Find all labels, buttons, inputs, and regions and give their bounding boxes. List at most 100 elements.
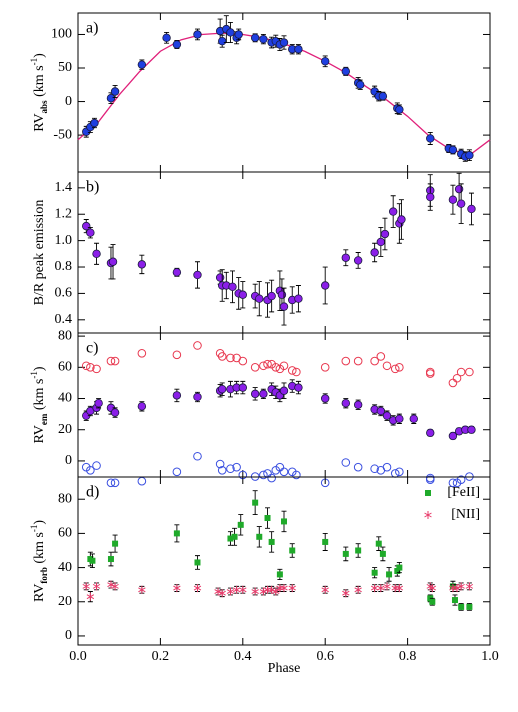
point xyxy=(259,470,268,480)
point xyxy=(409,414,418,424)
y-axis-label-part: -1 xyxy=(29,371,39,379)
point xyxy=(425,369,435,378)
point xyxy=(232,462,241,472)
point xyxy=(250,363,260,372)
y-axis-label-part: -1 xyxy=(29,58,39,66)
point xyxy=(218,589,226,598)
point xyxy=(322,538,329,545)
point xyxy=(82,582,90,591)
point xyxy=(232,585,241,594)
y-tick-label: 80 xyxy=(58,328,72,343)
point xyxy=(456,367,466,377)
y-tick-label: 60 xyxy=(58,526,72,541)
point xyxy=(162,33,171,43)
point xyxy=(281,518,287,525)
point xyxy=(237,521,244,528)
point xyxy=(279,38,289,47)
point xyxy=(172,350,182,360)
point xyxy=(238,290,247,299)
y-tick-label: 80 xyxy=(58,491,72,506)
point xyxy=(193,270,202,280)
point xyxy=(425,490,431,496)
point xyxy=(465,582,474,591)
point xyxy=(82,221,91,231)
panel-label: a) xyxy=(86,20,98,37)
point xyxy=(238,356,248,366)
point xyxy=(353,400,363,409)
y-tick-label: 0.4 xyxy=(55,312,73,327)
series xyxy=(87,490,473,611)
point xyxy=(137,348,147,358)
point xyxy=(193,30,202,39)
x-tick-label: 0.6 xyxy=(316,649,334,664)
point xyxy=(391,584,399,593)
legend-label: [FeII] xyxy=(447,485,480,500)
point xyxy=(370,464,379,474)
point xyxy=(376,237,386,247)
y-axis-label-part: ) xyxy=(32,53,47,58)
y-axis-label-part: em xyxy=(39,413,49,425)
y-axis-label-part: RV xyxy=(32,113,47,131)
point xyxy=(173,530,180,537)
x-tick-label: 0.4 xyxy=(234,649,252,664)
point xyxy=(379,550,386,557)
y-tick-label: 40 xyxy=(58,391,72,406)
point xyxy=(452,373,462,383)
point xyxy=(89,557,96,564)
y-axis-label-part: ) xyxy=(32,366,47,371)
point xyxy=(255,294,264,303)
point xyxy=(395,363,404,372)
y-tick-label: 1.2 xyxy=(55,206,73,221)
point xyxy=(106,478,116,488)
y-axis-label-part: abs xyxy=(39,100,49,114)
point xyxy=(428,584,437,593)
point xyxy=(294,294,303,303)
point xyxy=(425,475,435,484)
point xyxy=(466,603,473,610)
point xyxy=(353,462,363,472)
y-tick-label: 20 xyxy=(58,594,72,609)
point xyxy=(321,585,329,594)
point xyxy=(172,391,182,400)
point xyxy=(86,228,95,237)
point xyxy=(228,282,237,292)
point xyxy=(386,571,393,578)
point xyxy=(138,585,146,594)
point xyxy=(112,540,119,547)
point xyxy=(92,461,101,470)
point xyxy=(268,538,275,545)
point xyxy=(426,134,435,143)
y-axis-label: RVabs (km s-1) xyxy=(29,53,49,132)
point xyxy=(259,361,268,371)
point xyxy=(110,478,120,488)
x-tick-label: 0.2 xyxy=(152,649,170,664)
point xyxy=(86,363,95,372)
point xyxy=(448,195,458,204)
point xyxy=(395,467,404,477)
point xyxy=(106,94,116,103)
point xyxy=(264,515,271,522)
point xyxy=(356,80,365,89)
point xyxy=(454,184,464,194)
point xyxy=(371,569,378,576)
point xyxy=(226,353,235,363)
point xyxy=(456,199,466,208)
x-axis-label: Phase xyxy=(268,661,301,676)
panel-frame xyxy=(77,476,491,646)
point xyxy=(193,392,202,402)
point xyxy=(380,229,390,239)
point xyxy=(394,567,401,574)
point xyxy=(448,431,458,441)
point xyxy=(172,467,182,477)
point xyxy=(110,408,120,417)
y-tick-label: 1.0 xyxy=(55,233,73,248)
point xyxy=(250,389,260,399)
point xyxy=(341,253,350,262)
point xyxy=(292,367,301,377)
panel-label: c) xyxy=(86,340,98,357)
point xyxy=(456,475,466,484)
point xyxy=(90,118,99,128)
point xyxy=(390,364,400,374)
point xyxy=(376,352,386,361)
